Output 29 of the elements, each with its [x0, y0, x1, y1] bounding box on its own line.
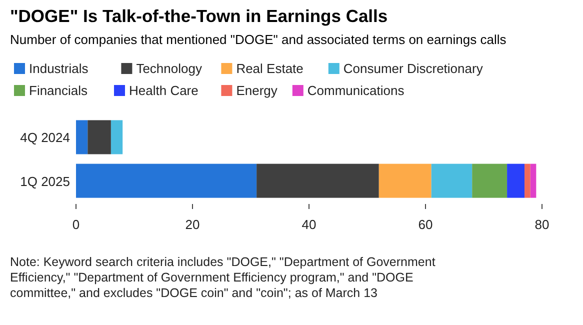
text: Note: Keyword search criteria includes "DOGE," "Department of Government Efficiency," "Department of Government Efficiency program," and "DOGE committee," and excludes "DOGE coin" and "coin"; as of March 13 — [10, 255, 436, 300]
bar — [88, 120, 111, 154]
x-tick-label: 20 — [185, 217, 200, 232]
legend-label: Real Estate — [236, 61, 304, 76]
x-tick-label: 0 — [72, 217, 80, 232]
legend-label: Financials — [29, 83, 88, 98]
legend-label: Industrials — [29, 61, 89, 76]
x-tick-label: 80 — [534, 217, 550, 232]
bar — [431, 164, 472, 198]
x-tick-label: 40 — [302, 217, 316, 232]
bar — [507, 164, 525, 198]
chart-title: "DOGE" Is Talk-of-the-Town in Earnings Calls — [10, 6, 388, 26]
chart-subtitle: Number of companies that mentioned "DOGE" and associated terms on earnings calls — [10, 32, 507, 47]
x-tick-label: 60 — [418, 217, 433, 232]
bar — [530, 164, 536, 198]
legend-label: Communications — [307, 83, 405, 98]
bar — [472, 164, 508, 198]
bar — [110, 120, 123, 154]
y-tick-label: 1Q 2025 — [20, 174, 70, 189]
bar — [76, 164, 257, 198]
legend-label: Consumer Discretionary — [343, 61, 484, 76]
legend-label: Technology — [136, 61, 202, 76]
legend-label: Health Care — [129, 83, 198, 98]
bar — [76, 120, 88, 154]
bar — [524, 164, 530, 198]
bar — [256, 164, 379, 198]
bar — [378, 164, 432, 198]
y-tick-label: 4Q 2024 — [20, 130, 70, 146]
legend-label: Energy — [236, 83, 278, 98]
